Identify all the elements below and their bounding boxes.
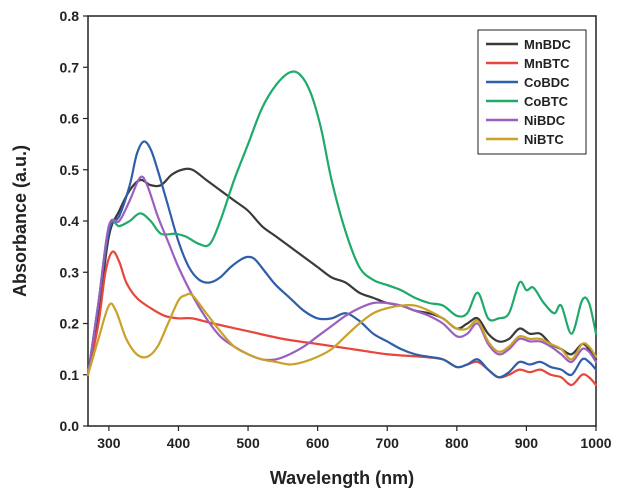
- y-tick-label: 0.6: [60, 111, 80, 127]
- x-tick-label: 600: [306, 435, 330, 451]
- legend-label-nibtc: NiBTC: [524, 132, 564, 147]
- y-axis-title: Absorbance (a.u.): [10, 145, 30, 297]
- series-line-mnbtc: [86, 250, 598, 387]
- series-line-nibdc: [86, 175, 598, 376]
- legend: MnBDC MnBTC CoBDC CoBTC NiBDC NiBTC: [477, 29, 587, 155]
- y-tick-label: 0.0: [60, 418, 80, 434]
- series-line-cobdc: [86, 140, 598, 379]
- x-tick-label: 500: [236, 435, 260, 451]
- x-tick-label: 700: [376, 435, 400, 451]
- y-tick-label: 0.3: [60, 264, 80, 280]
- series-lines: [86, 70, 598, 387]
- legend-label-cobdc: CoBDC: [524, 75, 570, 90]
- x-tick-label: 300: [97, 435, 121, 451]
- x-tick-label: 900: [515, 435, 539, 451]
- x-axis-title: Wavelength (nm): [270, 468, 414, 488]
- y-tick-label: 0.8: [60, 8, 80, 24]
- x-tick-label: 800: [445, 435, 469, 451]
- legend-label-cobtc: CoBTC: [524, 94, 569, 109]
- series-line-mnbdc: [86, 167, 598, 376]
- legend-label-mnbdc: MnBDC: [524, 37, 572, 52]
- y-tick-label: 0.7: [60, 59, 80, 75]
- legend-label-nibdc: NiBDC: [524, 113, 566, 128]
- y-tick-label: 0.5: [60, 162, 80, 178]
- legend-box: [477, 29, 587, 155]
- x-tick-label: 1000: [580, 435, 611, 451]
- series-line-nibtc: [86, 292, 598, 376]
- x-tick-label: 400: [167, 435, 191, 451]
- legend-label-mnbtc: MnBTC: [524, 56, 570, 71]
- y-tick-label: 0.4: [60, 213, 80, 229]
- y-tick-label: 0.2: [60, 316, 80, 332]
- x-axis-ticks: 300 400 500 600 700 800 900 1000: [97, 426, 612, 451]
- y-axis-ticks: 0.0 0.1 0.2 0.3 0.4 0.5 0.6 0.7 0.8: [60, 8, 88, 434]
- y-tick-label: 0.1: [60, 367, 80, 383]
